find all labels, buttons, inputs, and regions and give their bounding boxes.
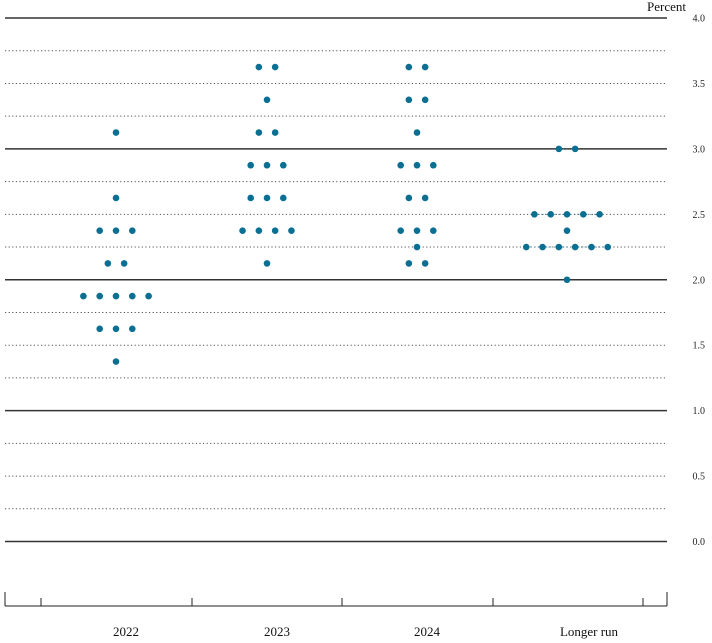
dot-marker (430, 227, 437, 234)
dot-marker (129, 325, 136, 333)
dot-marker (413, 161, 421, 169)
dot-marker (397, 161, 405, 169)
dot-marker (247, 194, 254, 202)
y-tick-label: 0.5 (693, 472, 706, 483)
dot-marker (104, 260, 112, 267)
dot-marker (145, 292, 152, 300)
y-tick-label: 3.5 (693, 79, 706, 90)
dot-marker (271, 63, 279, 71)
dot-marker (571, 243, 579, 251)
dot-marker (263, 260, 271, 267)
dot-marker (421, 260, 429, 267)
x-category-label: 2024 (414, 624, 441, 639)
dot-marker (280, 161, 287, 169)
dot-marker (112, 227, 120, 234)
y-tick-label: 1.5 (693, 341, 706, 352)
dot-marker (421, 96, 429, 104)
dot-marker (421, 63, 429, 71)
dot-marker (405, 194, 413, 202)
dot-marker (555, 243, 563, 251)
dot-marker (112, 325, 120, 333)
dot-marker (430, 161, 437, 169)
dot-marker (263, 194, 271, 202)
dot-marker (555, 145, 563, 153)
y-tick-label: 0.0 (693, 537, 706, 548)
dot-marker (239, 227, 246, 234)
dot-marker (421, 194, 429, 202)
x-axis: 2022 2023 2024 Longer run (4, 592, 668, 639)
x-category-label: Longer run (560, 624, 619, 639)
dot-marker (271, 129, 279, 136)
y-tick-label: 2.0 (693, 275, 706, 286)
y-tick-labels: 0.0 0.5 1.0 1.5 2.0 2.5 3.0 3.5 4.0 (693, 14, 706, 549)
dot-marker (563, 276, 571, 284)
dot-marker (413, 129, 421, 136)
dot-marker (96, 292, 103, 300)
dot-marker (405, 96, 413, 104)
dot-marker (531, 211, 538, 218)
y-tick-label: 3.0 (693, 144, 706, 155)
dot-marker (547, 211, 554, 218)
dot-marker (604, 243, 612, 251)
dot-marker (129, 227, 136, 234)
dot-marker (539, 243, 546, 251)
dot-marker (571, 145, 579, 153)
dot-marker (129, 292, 136, 300)
x-category-label: 2022 (113, 624, 139, 639)
unit-label: Percent (647, 0, 686, 14)
dot-marker (112, 358, 120, 365)
dot-marker (405, 260, 413, 267)
dot-marker (280, 194, 287, 202)
dot-marker (413, 243, 421, 251)
dot-marker (255, 63, 263, 71)
dot-marker (588, 243, 595, 251)
dot-marker (397, 227, 405, 234)
dot-marker (112, 194, 120, 202)
dot-marker (271, 227, 279, 234)
dot-marker (580, 211, 587, 218)
dot-marker (563, 211, 571, 218)
y-tick-label: 4.0 (693, 14, 706, 25)
dot-marker (288, 227, 295, 234)
dot-marker (522, 243, 530, 251)
dot-marker (413, 227, 421, 234)
dot-marker (563, 227, 571, 234)
dot-marker (120, 260, 128, 267)
dot-marker (255, 227, 263, 234)
dot-marker (80, 292, 87, 300)
y-tick-label: 2.5 (693, 210, 706, 221)
dot-marker (255, 129, 263, 136)
dot-marker (112, 292, 120, 300)
y-tick-label: 1.0 (693, 406, 706, 417)
x-category-label: 2023 (264, 624, 290, 639)
dot-marker (96, 227, 103, 234)
dot-marker (263, 161, 271, 169)
dots (80, 63, 612, 365)
dot-marker (112, 129, 120, 136)
dot-marker (405, 63, 413, 71)
dot-marker (263, 96, 271, 104)
dot-marker (596, 211, 603, 218)
dot-marker (96, 325, 103, 333)
dot-marker (247, 161, 254, 169)
